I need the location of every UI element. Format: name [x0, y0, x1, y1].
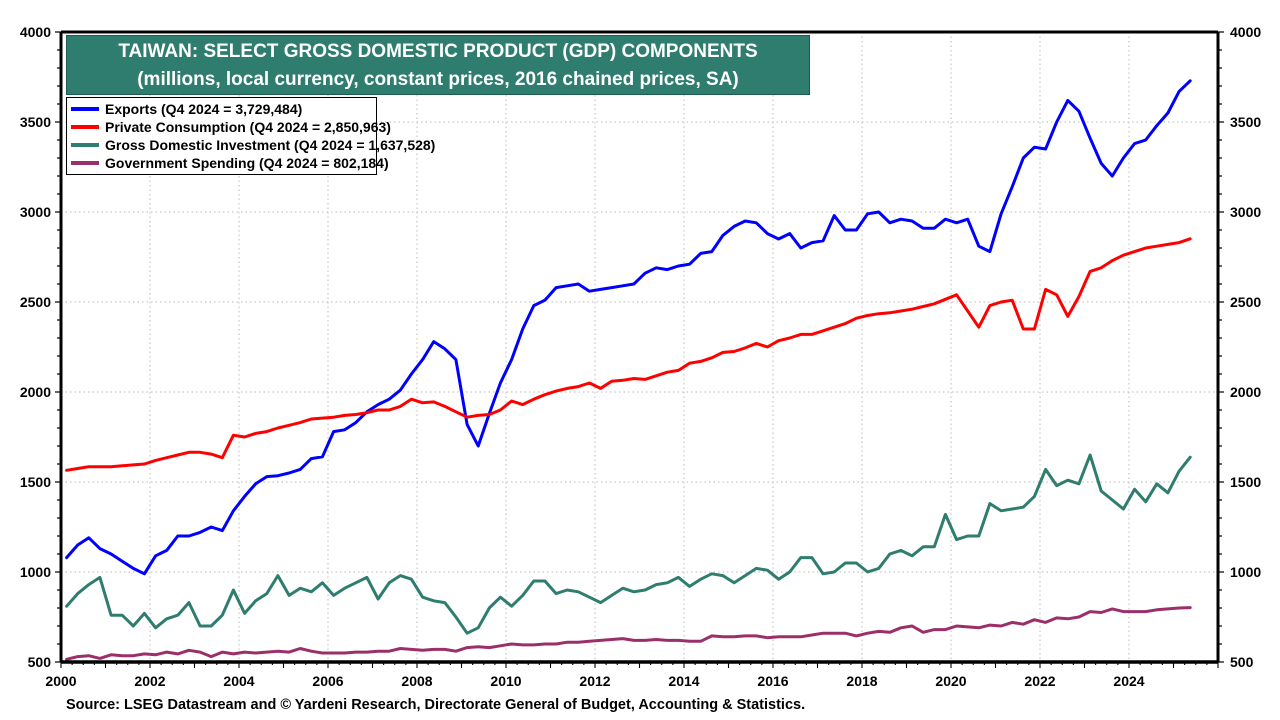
y-tick-label-left: 3000: [20, 204, 51, 220]
chart-title: TAIWAN: SELECT GROSS DOMESTIC PRODUCT (G…: [66, 35, 810, 95]
series-line-exports: [65, 79, 1192, 576]
legend-item-exports: Exports (Q4 2024 = 3,729,484): [71, 100, 372, 118]
y-tick-label-right: 2000: [1230, 384, 1261, 400]
x-tick-label: 2000: [45, 673, 76, 689]
legend-label-private-consumption: Private Consumption (Q4 2024 = 2,850,963…: [105, 119, 391, 135]
series-line-investment: [65, 453, 1192, 635]
y-tick-label-left: 4000: [20, 24, 51, 40]
x-axis: 2000 2002 2004 2006 2008 2010 2012 2014 2016 2018…: [45, 662, 1219, 689]
x-tick-label: 2014: [668, 673, 699, 689]
x-tick-label: 2016: [757, 673, 788, 689]
legend-label-exports: Exports (Q4 2024 = 3,729,484): [105, 101, 303, 117]
title-line-2: (millions, local currency, constant pric…: [137, 69, 739, 90]
y-tick-label-right: 3000: [1230, 204, 1261, 220]
y-tick-label-left: 2500: [20, 294, 51, 310]
y-tick-label-left: 500: [28, 654, 52, 670]
y-tick-label-right: 1000: [1230, 564, 1261, 580]
y-tick-label-right: 3500: [1230, 114, 1261, 130]
y-tick-label-right: 4000: [1230, 24, 1261, 40]
x-tick-label: 2024: [1113, 673, 1144, 689]
title-line-1: TAIWAN: SELECT GROSS DOMESTIC PRODUCT (G…: [118, 41, 758, 62]
legend-item-government-spending: Government Spending (Q4 2024 = 802,184): [71, 154, 389, 172]
left-y-axis: 500 1000 1500 2000 2500 3000 3500 4000: [20, 24, 61, 670]
x-tick-label: 2008: [401, 673, 432, 689]
y-tick-label-right: 500: [1230, 654, 1254, 670]
legend-item-private-consumption: Private Consumption (Q4 2024 = 2,850,963…: [71, 118, 391, 136]
legend-swatch-government-spending: [71, 161, 99, 165]
x-tick-label: 2018: [846, 673, 877, 689]
series-line-private-consumption: [65, 237, 1192, 472]
legend-label-investment: Gross Domestic Investment (Q4 2024 = 1,6…: [105, 137, 436, 153]
source-note: Source: LSEG Datastream and © Yardeni Re…: [66, 697, 806, 713]
legend-label-government-spending: Government Spending (Q4 2024 = 802,184): [105, 155, 389, 171]
legend-item-investment: Gross Domestic Investment (Q4 2024 = 1,6…: [71, 136, 435, 154]
x-tick-label: 2004: [223, 673, 254, 689]
y-tick-label-right: 1500: [1230, 474, 1261, 490]
y-tick-label-left: 1000: [20, 564, 51, 580]
y-tick-label-left: 2000: [20, 384, 51, 400]
legend-swatch-investment: [71, 143, 99, 147]
x-tick-label: 2002: [134, 673, 165, 689]
x-tick-label: 2012: [579, 673, 610, 689]
y-tick-label-left: 3500: [20, 114, 51, 130]
series-group: [65, 79, 1192, 661]
right-y-axis: 500 1000 1500 2000 2500 3000 3500 4000: [1218, 24, 1261, 670]
x-tick-label: 2006: [312, 673, 343, 689]
series-line-government-spending: [65, 606, 1192, 661]
y-tick-label-right: 2500: [1230, 294, 1261, 310]
x-tick-label: 2010: [490, 673, 521, 689]
legend: Exports (Q4 2024 = 3,729,484) Private Co…: [66, 97, 435, 175]
x-tick-label: 2020: [935, 673, 966, 689]
y-tick-label-left: 1500: [20, 474, 51, 490]
x-tick-label: 2022: [1024, 673, 1055, 689]
legend-swatch-exports: [71, 107, 99, 111]
legend-swatch-private-consumption: [71, 125, 99, 129]
